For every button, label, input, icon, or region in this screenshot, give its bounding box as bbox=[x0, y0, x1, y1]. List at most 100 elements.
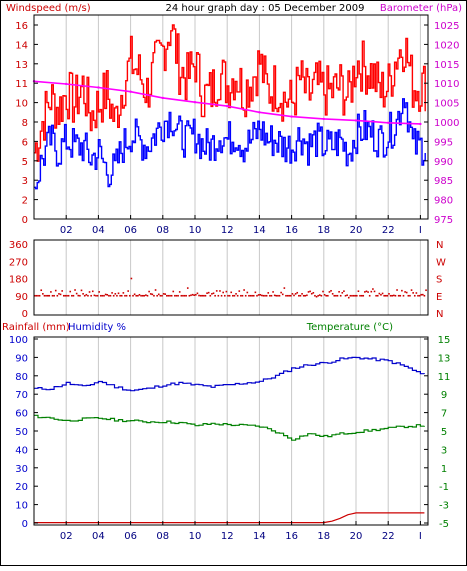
direction-point bbox=[93, 294, 96, 297]
direction-point bbox=[61, 290, 63, 292]
barometer-axis-label: Barometer (hPa) bbox=[380, 3, 462, 14]
direction-point bbox=[420, 293, 423, 296]
direction-point bbox=[386, 294, 389, 297]
direction-point bbox=[146, 294, 149, 297]
direction-point bbox=[141, 294, 144, 297]
y-tick-label-temperature: 11 bbox=[438, 372, 451, 383]
direction-point bbox=[273, 294, 276, 297]
direction-point bbox=[401, 289, 403, 292]
direction-point bbox=[222, 291, 224, 294]
direction-point bbox=[265, 294, 268, 297]
direction-point bbox=[238, 290, 241, 292]
direction-point bbox=[175, 294, 178, 297]
direction-point bbox=[166, 294, 168, 297]
direction-point bbox=[137, 294, 139, 297]
direction-point bbox=[362, 294, 365, 297]
direction-point bbox=[132, 294, 134, 297]
direction-point bbox=[190, 294, 192, 297]
direction-point bbox=[133, 293, 136, 296]
direction-point bbox=[151, 293, 154, 296]
x-tick-label: 04 bbox=[92, 225, 105, 236]
direction-point bbox=[380, 293, 382, 296]
temperature-axis-label: Temperature (°C) bbox=[306, 322, 393, 333]
direction-point bbox=[223, 294, 226, 297]
direction-point bbox=[261, 294, 263, 297]
direction-point bbox=[182, 294, 184, 297]
direction-point bbox=[262, 294, 265, 297]
direction-point bbox=[101, 294, 104, 297]
direction-point bbox=[339, 294, 342, 297]
direction-point bbox=[72, 294, 75, 297]
direction-point bbox=[67, 294, 70, 297]
direction-point bbox=[127, 290, 129, 292]
y-tick-label-direction-compass: S bbox=[436, 275, 442, 286]
direction-point bbox=[269, 294, 271, 297]
direction-point bbox=[177, 294, 179, 297]
direction-point bbox=[201, 294, 204, 297]
direction-point bbox=[322, 290, 324, 293]
direction-point bbox=[103, 294, 105, 297]
direction-point bbox=[180, 294, 183, 297]
direction-point bbox=[389, 294, 392, 297]
direction-point bbox=[281, 293, 284, 296]
y-tick-label-barometer: 1015 bbox=[434, 60, 459, 71]
x-tick-label: 16 bbox=[285, 225, 298, 236]
direction-point bbox=[330, 289, 332, 292]
y-tick-label-humidity: 50 bbox=[15, 427, 28, 438]
direction-point bbox=[256, 294, 258, 297]
x-tick-label: 18 bbox=[317, 531, 330, 542]
direction-point bbox=[188, 294, 191, 297]
direction-point bbox=[286, 294, 289, 297]
y-tick-label-direction-compass: N bbox=[436, 240, 443, 251]
direction-point bbox=[108, 294, 110, 297]
direction-point bbox=[212, 292, 215, 295]
y-tick-label-humidity: 90 bbox=[15, 353, 28, 364]
direction-point bbox=[368, 294, 371, 297]
rainfall-axis-label: Rainfall (mm) bbox=[2, 322, 70, 333]
direction-point bbox=[254, 291, 257, 294]
direction-point bbox=[204, 294, 207, 297]
direction-point bbox=[71, 294, 73, 297]
y-tick-label-barometer: 1010 bbox=[434, 79, 459, 90]
y-tick-label-direction-compass: E bbox=[436, 292, 442, 303]
direction-point bbox=[227, 294, 229, 297]
direction-point bbox=[195, 293, 197, 296]
direction-point bbox=[154, 289, 157, 291]
barometer-point bbox=[129, 90, 132, 93]
direction-point bbox=[244, 294, 247, 297]
y-tick-label-direction-compass: N bbox=[436, 309, 443, 320]
direction-point bbox=[217, 294, 220, 297]
direction-point bbox=[203, 294, 205, 297]
y-tick-label-temperature: -1 bbox=[439, 482, 449, 493]
direction-point bbox=[294, 293, 297, 295]
direction-point bbox=[364, 291, 366, 293]
direction-point bbox=[280, 291, 282, 294]
y-tick-label-barometer: 1005 bbox=[434, 99, 459, 110]
direction-point bbox=[95, 294, 97, 297]
direction-point bbox=[285, 294, 287, 297]
direction-point bbox=[415, 292, 418, 294]
y-tick-label-direction-degrees: 90 bbox=[15, 292, 28, 303]
direction-point bbox=[304, 294, 307, 297]
x-tick-label: 02 bbox=[60, 225, 73, 236]
x-tick-label: 08 bbox=[156, 531, 169, 542]
x-tick-label: 22 bbox=[382, 225, 395, 236]
direction-point bbox=[306, 294, 308, 297]
direction-point bbox=[69, 290, 72, 293]
y-tick-label-barometer: 1025 bbox=[434, 21, 459, 32]
y-tick-label-barometer: 995 bbox=[434, 137, 453, 148]
y-tick-label-humidity: 40 bbox=[15, 445, 28, 456]
direction-point bbox=[42, 293, 44, 295]
direction-point bbox=[209, 294, 212, 297]
direction-point bbox=[423, 294, 426, 297]
barometer-point bbox=[290, 115, 293, 118]
direction-point bbox=[335, 294, 337, 297]
direction-point bbox=[298, 294, 300, 297]
barometer-point bbox=[226, 104, 229, 108]
direction-point bbox=[116, 294, 118, 297]
y-tick-label-windspeed: 6 bbox=[22, 137, 28, 148]
direction-point bbox=[235, 293, 237, 295]
direction-point bbox=[338, 290, 340, 293]
direction-point bbox=[162, 293, 165, 295]
direction-point bbox=[302, 294, 305, 297]
